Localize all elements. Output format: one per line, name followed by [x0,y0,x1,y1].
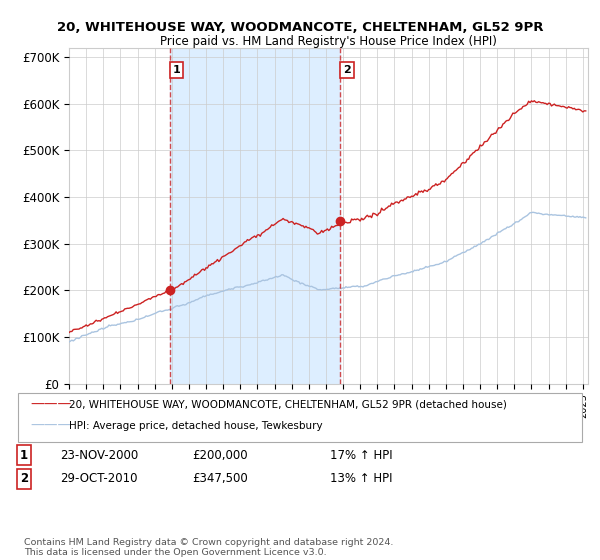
Text: 29-OCT-2010: 29-OCT-2010 [60,472,137,486]
Text: 23-NOV-2000: 23-NOV-2000 [60,449,138,462]
Text: ———: ——— [30,419,71,432]
Text: 17% ↑ HPI: 17% ↑ HPI [330,449,392,462]
Text: ———: ——— [30,398,71,412]
Text: HPI: Average price, detached house, Tewkesbury: HPI: Average price, detached house, Tewk… [69,421,323,431]
Bar [170,48,340,384]
Text: 2: 2 [343,65,350,74]
Text: Contains HM Land Registry data © Crown copyright and database right 2024.
This d: Contains HM Land Registry data © Crown c… [24,538,394,557]
Text: £347,500: £347,500 [192,472,248,486]
Text: 20, WHITEHOUSE WAY, WOODMANCOTE, CHELTENHAM, GL52 9PR (detached house): 20, WHITEHOUSE WAY, WOODMANCOTE, CHELTEN… [69,400,507,410]
Text: 20, WHITEHOUSE WAY, WOODMANCOTE, CHELTENHAM, GL52 9PR: 20, WHITEHOUSE WAY, WOODMANCOTE, CHELTEN… [57,21,543,34]
Text: 2: 2 [20,472,28,486]
Title: Price paid vs. HM Land Registry's House Price Index (HPI): Price paid vs. HM Land Registry's House … [160,35,497,48]
Text: 1: 1 [173,65,181,74]
Text: £200,000: £200,000 [192,449,248,462]
Text: 13% ↑ HPI: 13% ↑ HPI [330,472,392,486]
Text: 1: 1 [20,449,28,462]
